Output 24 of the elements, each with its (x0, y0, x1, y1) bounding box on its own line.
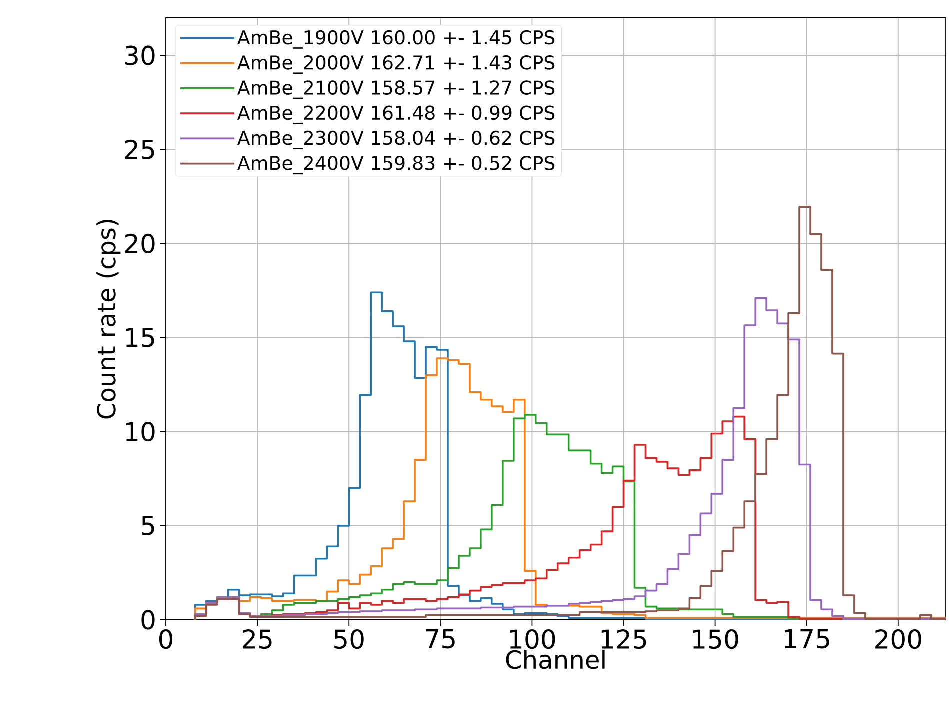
x-tick-label: 50 (334, 629, 364, 650)
x-tick-label: 0 (159, 629, 173, 650)
legend-label: AmBe_2200V 161.48 +- 0.99 CPS (237, 106, 555, 124)
x-tick-label: 200 (876, 629, 922, 650)
y-axis-title: Count rate (cps) (96, 220, 121, 419)
y-tick-label: 5 (142, 516, 154, 536)
x-tick-label: 100 (510, 629, 556, 650)
y-tick-label: 20 (125, 234, 155, 254)
y-tick-label: 30 (126, 46, 155, 66)
legend-label: AmBe_2000V 162.71 +- 1.43 CPS (237, 56, 555, 74)
legend-label: AmBe_2400V 159.83 +- 0.52 CPS (237, 156, 555, 175)
x-tick-label: 125 (602, 629, 646, 650)
legend-label: AmBe_2300V 158.04 +- 0.62 CPS (237, 130, 555, 150)
y-tick-label: 25 (125, 140, 154, 160)
x-tick-label: 75 (426, 630, 455, 649)
x-tick-label: 25 (242, 629, 272, 650)
y-tick-label: 10 (126, 422, 155, 442)
legend-label: AmBe_2100V 158.57 +- 1.27 CPS (237, 80, 555, 100)
y-tick-label: 0 (142, 610, 155, 630)
x-tick-label: 150 (693, 629, 738, 650)
legend-label: AmBe_1900V 160.00 +- 1.45 CPS (237, 30, 555, 49)
x-axis-title: Channel (506, 650, 605, 670)
x-tick-label: 175 (784, 630, 830, 649)
y-tick-label: 15 (126, 328, 154, 348)
